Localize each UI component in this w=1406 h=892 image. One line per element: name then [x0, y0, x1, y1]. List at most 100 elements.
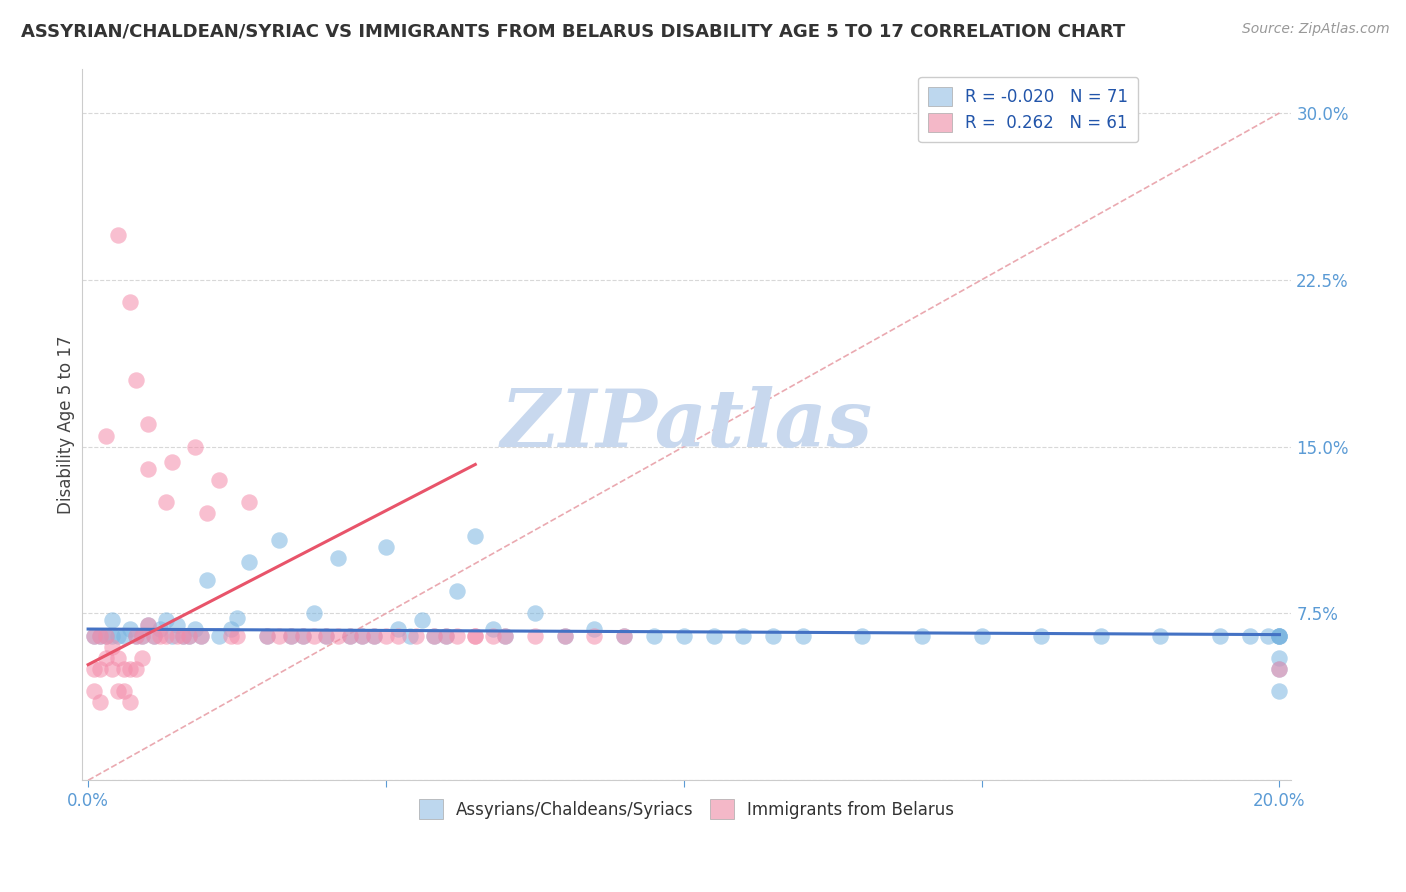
- Point: [101, 662, 124, 676]
- Point: [219, 622, 242, 636]
- Point: [184, 622, 207, 636]
- Point: [208, 629, 231, 643]
- Point: [1090, 629, 1112, 643]
- Point: [118, 295, 141, 310]
- Point: [363, 629, 385, 643]
- Point: [112, 662, 135, 676]
- Point: [363, 629, 385, 643]
- Point: [1268, 629, 1291, 643]
- Point: [482, 622, 505, 636]
- Point: [523, 629, 546, 643]
- Point: [733, 629, 755, 643]
- Point: [672, 629, 695, 643]
- Point: [291, 629, 314, 643]
- Point: [422, 629, 444, 643]
- Point: [280, 629, 302, 643]
- Point: [434, 629, 457, 643]
- Point: [434, 629, 457, 643]
- Point: [136, 417, 159, 432]
- Point: [149, 629, 172, 643]
- Point: [83, 684, 105, 698]
- Point: [1268, 662, 1291, 676]
- Point: [267, 533, 290, 547]
- Point: [83, 629, 105, 643]
- Point: [172, 629, 194, 643]
- Point: [89, 662, 111, 676]
- Point: [280, 629, 302, 643]
- Point: [315, 629, 337, 643]
- Point: [1031, 629, 1053, 643]
- Text: ASSYRIAN/CHALDEAN/SYRIAC VS IMMIGRANTS FROM BELARUS DISABILITY AGE 5 TO 17 CORRE: ASSYRIAN/CHALDEAN/SYRIAC VS IMMIGRANTS F…: [21, 22, 1125, 40]
- Point: [131, 651, 153, 665]
- Point: [792, 629, 814, 643]
- Point: [1268, 684, 1291, 698]
- Point: [190, 629, 212, 643]
- Legend: Assyrians/Chaldeans/Syriacs, Immigrants from Belarus: Assyrians/Chaldeans/Syriacs, Immigrants …: [413, 793, 960, 825]
- Point: [256, 629, 278, 643]
- Point: [970, 629, 993, 643]
- Point: [238, 495, 260, 509]
- Point: [352, 629, 374, 643]
- Point: [1268, 629, 1291, 643]
- Point: [179, 629, 201, 643]
- Point: [1239, 629, 1261, 643]
- Y-axis label: Disability Age 5 to 17: Disability Age 5 to 17: [58, 335, 75, 514]
- Point: [101, 640, 124, 654]
- Point: [494, 629, 516, 643]
- Point: [195, 507, 218, 521]
- Point: [583, 629, 606, 643]
- Point: [131, 629, 153, 643]
- Point: [1268, 629, 1291, 643]
- Point: [304, 629, 326, 643]
- Point: [851, 629, 873, 643]
- Point: [422, 629, 444, 643]
- Point: [94, 651, 117, 665]
- Point: [107, 228, 129, 243]
- Point: [149, 622, 172, 636]
- Point: [118, 622, 141, 636]
- Point: [339, 629, 361, 643]
- Point: [142, 629, 165, 643]
- Point: [1268, 629, 1291, 643]
- Point: [1268, 662, 1291, 676]
- Point: [411, 613, 433, 627]
- Point: [1149, 629, 1171, 643]
- Point: [125, 373, 148, 387]
- Point: [155, 495, 177, 509]
- Point: [762, 629, 785, 643]
- Point: [125, 662, 148, 676]
- Point: [89, 629, 111, 643]
- Point: [613, 629, 636, 643]
- Point: [184, 440, 207, 454]
- Point: [387, 622, 409, 636]
- Point: [374, 629, 396, 643]
- Point: [482, 629, 505, 643]
- Point: [1256, 629, 1278, 643]
- Point: [554, 629, 576, 643]
- Point: [195, 573, 218, 587]
- Point: [208, 473, 231, 487]
- Point: [523, 607, 546, 621]
- Point: [94, 629, 117, 643]
- Point: [226, 611, 249, 625]
- Point: [155, 613, 177, 627]
- Text: ZIPatlas: ZIPatlas: [501, 385, 873, 463]
- Point: [405, 629, 427, 643]
- Point: [446, 629, 468, 643]
- Point: [160, 455, 183, 469]
- Point: [643, 629, 665, 643]
- Point: [112, 629, 135, 643]
- Point: [136, 617, 159, 632]
- Point: [304, 607, 326, 621]
- Point: [1209, 629, 1232, 643]
- Point: [131, 629, 153, 643]
- Point: [112, 684, 135, 698]
- Point: [328, 629, 350, 643]
- Point: [155, 629, 177, 643]
- Point: [89, 629, 111, 643]
- Point: [387, 629, 409, 643]
- Point: [166, 629, 188, 643]
- Point: [328, 550, 350, 565]
- Point: [118, 662, 141, 676]
- Point: [172, 629, 194, 643]
